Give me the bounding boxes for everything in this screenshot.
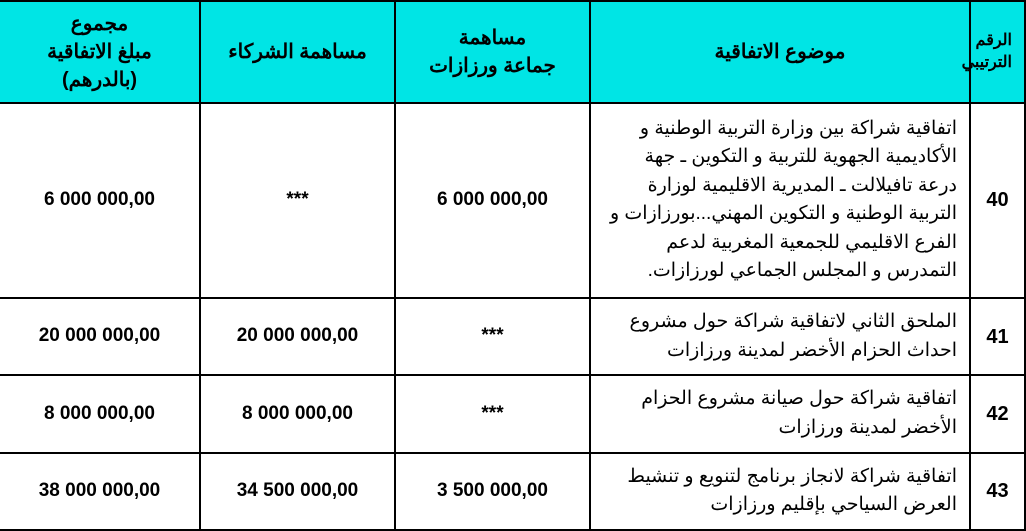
header-total: مجموعمبلغ الاتفاقية(بالدرهم) xyxy=(0,1,200,103)
cell-contrib-jamaa: *** xyxy=(395,375,590,452)
cell-num: 41 xyxy=(970,298,1025,375)
cell-subject: اتفاقية شراكة بين وزارة التربية الوطنية … xyxy=(590,103,970,298)
table-row: 42 اتفاقية شراكة حول صيانة مشروع الحزام … xyxy=(0,375,1025,452)
cell-total: 6 000 000,00 xyxy=(0,103,200,298)
cell-total: 20 000 000,00 xyxy=(0,298,200,375)
table-body: 40 اتفاقية شراكة بين وزارة التربية الوطن… xyxy=(0,103,1025,530)
cell-total: 38 000 000,00 xyxy=(0,453,200,530)
table-header: الرقم الترتيبي موضوع الاتفاقية مساهمةجما… xyxy=(0,1,1025,103)
header-contrib-partners: مساهمة الشركاء xyxy=(200,1,395,103)
cell-contrib-partners: 34 500 000,00 xyxy=(200,453,395,530)
cell-contrib-partners: 20 000 000,00 xyxy=(200,298,395,375)
header-contrib-jamaa: مساهمةجماعة ورزازات xyxy=(395,1,590,103)
cell-contrib-partners: *** xyxy=(200,103,395,298)
table-row: 43 اتفاقية شراكة لانجاز برنامج لتنويع و … xyxy=(0,453,1025,530)
cell-subject: اتفاقية شراكة لانجاز برنامج لتنويع و تنش… xyxy=(590,453,970,530)
cell-num: 42 xyxy=(970,375,1025,452)
cell-subject: الملحق الثاني لاتفاقية شراكة حول مشروع ا… xyxy=(590,298,970,375)
table-row: 41 الملحق الثاني لاتفاقية شراكة حول مشرو… xyxy=(0,298,1025,375)
cell-total: 8 000 000,00 xyxy=(0,375,200,452)
cell-contrib-jamaa: 3 500 000,00 xyxy=(395,453,590,530)
header-num: الرقم الترتيبي xyxy=(970,1,1025,103)
agreements-table-container: الرقم الترتيبي موضوع الاتفاقية مساهمةجما… xyxy=(0,0,1026,531)
cell-num: 43 xyxy=(970,453,1025,530)
agreements-table: الرقم الترتيبي موضوع الاتفاقية مساهمةجما… xyxy=(0,0,1026,531)
cell-num: 40 xyxy=(970,103,1025,298)
cell-contrib-jamaa: 6 000 000,00 xyxy=(395,103,590,298)
table-row: 40 اتفاقية شراكة بين وزارة التربية الوطن… xyxy=(0,103,1025,298)
header-row: الرقم الترتيبي موضوع الاتفاقية مساهمةجما… xyxy=(0,1,1025,103)
cell-contrib-jamaa: *** xyxy=(395,298,590,375)
cell-subject: اتفاقية شراكة حول صيانة مشروع الحزام الأ… xyxy=(590,375,970,452)
cell-contrib-partners: 8 000 000,00 xyxy=(200,375,395,452)
header-subject: موضوع الاتفاقية xyxy=(590,1,970,103)
